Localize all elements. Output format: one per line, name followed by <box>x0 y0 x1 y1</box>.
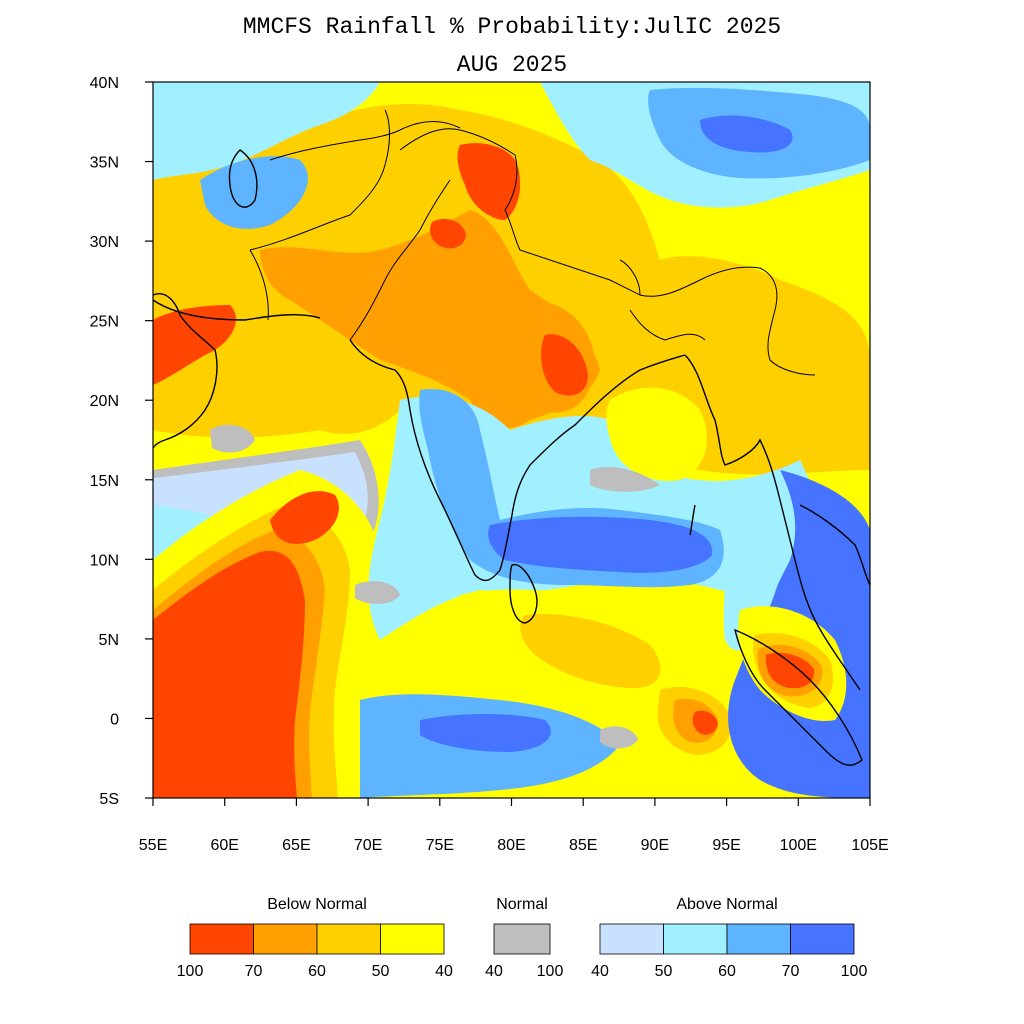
lon-tick-label: 55E <box>139 837 167 854</box>
border-pakistan-india <box>349 179 451 341</box>
region-north-dark-blue <box>700 115 793 153</box>
region-southwest-red <box>153 550 305 798</box>
normal-patch-arabian <box>210 424 255 453</box>
legend-above-tick: 40 <box>591 963 609 980</box>
legend-below-swatch <box>316 923 381 955</box>
lon-tick-label: 80E <box>497 837 525 854</box>
lon-tick-label: 90E <box>641 837 669 854</box>
legend-above-swatch <box>663 923 728 955</box>
region-sumatra-red <box>762 652 816 689</box>
legend-above-tick: 70 <box>782 963 800 980</box>
normal-patch-srilanka <box>355 581 400 604</box>
lon-tick-label: 100E <box>780 837 817 854</box>
lat-tick-label: 5N <box>99 632 119 649</box>
region-nw-light-blue <box>153 82 380 180</box>
legend-normal-tick: 100 <box>537 963 564 980</box>
region-east-light-cyan <box>723 478 791 651</box>
legend-below-tick: 70 <box>245 963 263 980</box>
region-west-red <box>153 305 236 385</box>
lon-tick-label: 95E <box>712 837 740 854</box>
legend-normal-swatch <box>493 923 551 955</box>
region-arabian-red-arm <box>270 491 339 544</box>
lon-tick-label: 60E <box>210 837 238 854</box>
axes: 55E 60E 65E 70E 75E 80E 85E 90E 95E 100E 105E 40N 35… <box>90 75 889 854</box>
legend-above-tick: 100 <box>841 963 868 980</box>
legend-below-swatch <box>253 923 318 955</box>
lat-tick-label: 10N <box>90 552 119 569</box>
border-nepal <box>519 249 641 296</box>
lat-tick-label: 0 <box>110 711 119 728</box>
lat-tick-label: 25N <box>90 314 119 331</box>
legend-below-title: Below Normal <box>267 896 367 913</box>
border-iran-afghanistan <box>249 249 269 321</box>
lat-tick-label: 20N <box>90 393 119 410</box>
legend-below-tick: 50 <box>372 963 390 980</box>
region-punjab-red <box>430 218 466 249</box>
region-central-india-red <box>541 334 588 396</box>
legend: Below Normal 100 70 60 50 40 Normal 40 100 Above … <box>177 896 868 980</box>
coastlines <box>153 149 870 766</box>
legend-normal-tick: 40 <box>485 963 503 980</box>
region-equator-red <box>692 710 718 735</box>
lon-tick-label: 85E <box>569 837 597 854</box>
coast-thailand-gulf <box>799 504 870 586</box>
coast-myanmar-malay <box>684 354 861 691</box>
region-north-deep-yellow <box>260 210 600 429</box>
border-bangladesh-myanmar <box>639 266 816 376</box>
lat-tick-label: 5S <box>99 791 119 808</box>
coast-sri-lanka <box>509 563 538 624</box>
lat-tick-label: 40N <box>90 75 119 92</box>
political-borders <box>249 109 816 376</box>
border-india-china <box>399 128 521 251</box>
border-india-bangladesh <box>629 309 706 341</box>
chart-title: MMCFS Rainfall % Probability:JulIC 2025 <box>242 14 782 40</box>
region-bengal-yellow <box>606 387 708 481</box>
chart-subtitle: AUG 2025 <box>456 52 568 78</box>
region-equator-deep-yellow <box>520 614 661 689</box>
coast-india-west <box>349 339 686 582</box>
coast-andaman <box>689 504 696 536</box>
region-south-dark-blue <box>420 714 551 752</box>
normal-patch-bay <box>590 466 660 492</box>
region-tibet-red <box>457 143 521 220</box>
legend-below-tick: 40 <box>435 963 453 980</box>
probability-map <box>153 82 870 798</box>
legend-below-tick: 60 <box>308 963 326 980</box>
legend-below-tick: 100 <box>177 963 204 980</box>
coast-gulf-persia <box>153 299 321 321</box>
legend-above-tick: 50 <box>655 963 673 980</box>
coast-sumatra <box>733 628 863 766</box>
legend-above-swatch <box>790 923 855 955</box>
legend-above-title: Above Normal <box>676 896 777 913</box>
legend-below-swatch <box>189 923 254 955</box>
coast-caspian <box>228 149 258 208</box>
legend-normal-title: Normal <box>496 896 548 913</box>
lon-tick-label: 65E <box>282 837 310 854</box>
border-afghan-north <box>269 129 401 161</box>
legend-below-swatch <box>380 923 445 955</box>
region-ocean-dark-blue <box>488 516 713 573</box>
region-nw-blue <box>200 156 309 229</box>
border-pakistan-afghanistan <box>249 109 390 251</box>
normal-patch-south <box>600 726 638 749</box>
lon-tick-label: 105E <box>851 837 888 854</box>
legend-above-swatch <box>726 923 791 955</box>
lat-tick-label: 30N <box>90 234 119 251</box>
lon-tick-label: 75E <box>426 837 454 854</box>
legend-above-swatch <box>599 923 664 955</box>
border-tibet-north <box>399 120 461 131</box>
lat-tick-label: 15N <box>90 473 119 490</box>
lon-tick-label: 70E <box>354 837 382 854</box>
region-sumatra-orange-ring <box>757 644 823 697</box>
lat-tick-label: 35N <box>90 155 119 172</box>
legend-above-tick: 60 <box>718 963 736 980</box>
